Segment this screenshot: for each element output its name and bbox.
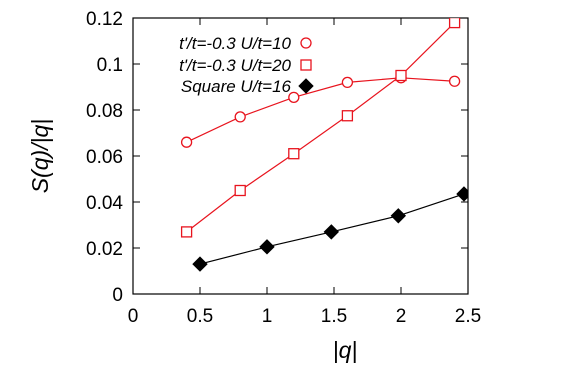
series-line	[186, 22, 456, 233]
legend-marker	[300, 37, 312, 49]
legend-item: t'/t=-0.3 U/t=20	[179, 56, 312, 75]
data-point	[234, 111, 246, 123]
y-tick-label: 0.1	[97, 55, 123, 76]
y-tick-label: 0.12	[86, 9, 123, 30]
data-point	[180, 136, 193, 148]
data-point	[288, 148, 300, 160]
series-3	[192, 186, 468, 272]
data-point	[390, 208, 407, 224]
y-tick-label: 0.02	[86, 239, 123, 260]
series-line	[186, 77, 455, 143]
data-point	[288, 91, 300, 103]
x-tick-label: 0	[128, 306, 139, 327]
legend-item: Square U/t=16	[181, 77, 314, 96]
data-point	[341, 76, 354, 89]
legend-marker	[298, 78, 314, 94]
legend-marker	[300, 59, 312, 71]
series-2	[180, 18, 461, 238]
axis-ticks	[132, 17, 469, 295]
y-tick-label: 0.04	[86, 193, 123, 214]
legend-item: t'/t=-0.3 U/t=10	[179, 34, 312, 53]
x-axis-label: |q|	[333, 337, 358, 363]
x-tick-label: 0.5	[187, 306, 213, 327]
legend-label: t'/t=-0.3 U/t=20	[179, 56, 291, 75]
data-point	[341, 110, 354, 122]
y-axis-label: S(q)/|q|	[27, 119, 53, 194]
series-layer	[180, 18, 468, 272]
data-point	[180, 226, 193, 238]
data-point	[234, 184, 246, 197]
y-tick-label: 0	[112, 285, 123, 306]
data-point	[395, 69, 407, 82]
x-tick-label: 2	[396, 306, 407, 327]
data-point	[448, 75, 461, 87]
legend-label: Square U/t=16	[181, 77, 292, 96]
legend: t'/t=-0.3 U/t=10 t'/t=-0.3 U/t=20 Square U…	[179, 34, 314, 96]
data-point	[192, 256, 208, 272]
axis-tick-labels: 0 0.5 1 1.5 2 2.5 0 0.02 0.04 0.06 0.08 0.1 0.12	[86, 9, 481, 327]
data-point	[456, 186, 468, 202]
data-point	[323, 224, 340, 240]
series-1	[180, 72, 461, 148]
y-tick-label: 0.06	[86, 147, 123, 168]
x-tick-label: 1.5	[321, 306, 347, 327]
y-tick-label: 0.08	[86, 101, 123, 122]
data-point	[448, 18, 461, 29]
data-point	[259, 239, 275, 255]
x-tick-label: 1	[262, 306, 273, 327]
x-tick-label: 2.5	[455, 306, 481, 327]
legend-label: t'/t=-0.3 U/t=10	[179, 34, 291, 53]
